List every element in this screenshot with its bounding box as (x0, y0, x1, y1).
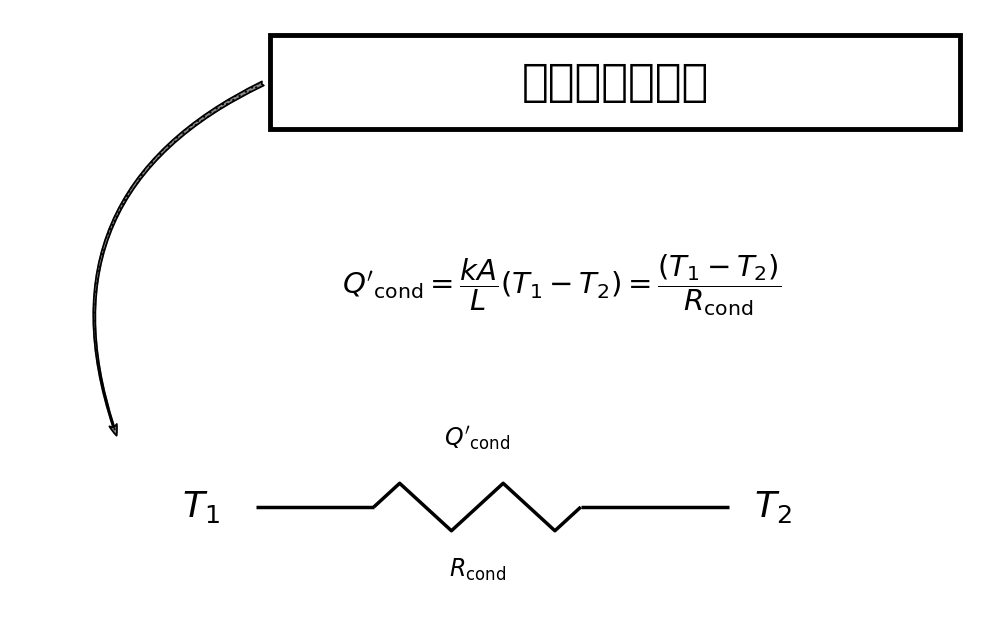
Text: $Q'_{\mathregular{cond}} = \dfrac{kA}{L}(T_1 - T_2) = \dfrac{(T_1 - T_2)}{R_{\ma: $Q'_{\mathregular{cond}} = \dfrac{kA}{L}… (342, 253, 780, 318)
Text: $Q'_{\mathregular{cond}}$: $Q'_{\mathregular{cond}}$ (444, 424, 511, 452)
Text: $R_{\mathregular{cond}}$: $R_{\mathregular{cond}}$ (448, 556, 506, 582)
FancyArrowPatch shape (93, 82, 263, 436)
Text: 热传导等效电路: 热传导等效电路 (522, 61, 709, 104)
FancyBboxPatch shape (270, 35, 960, 129)
Text: $T_1$: $T_1$ (182, 489, 221, 525)
Text: $T_2$: $T_2$ (754, 489, 792, 525)
